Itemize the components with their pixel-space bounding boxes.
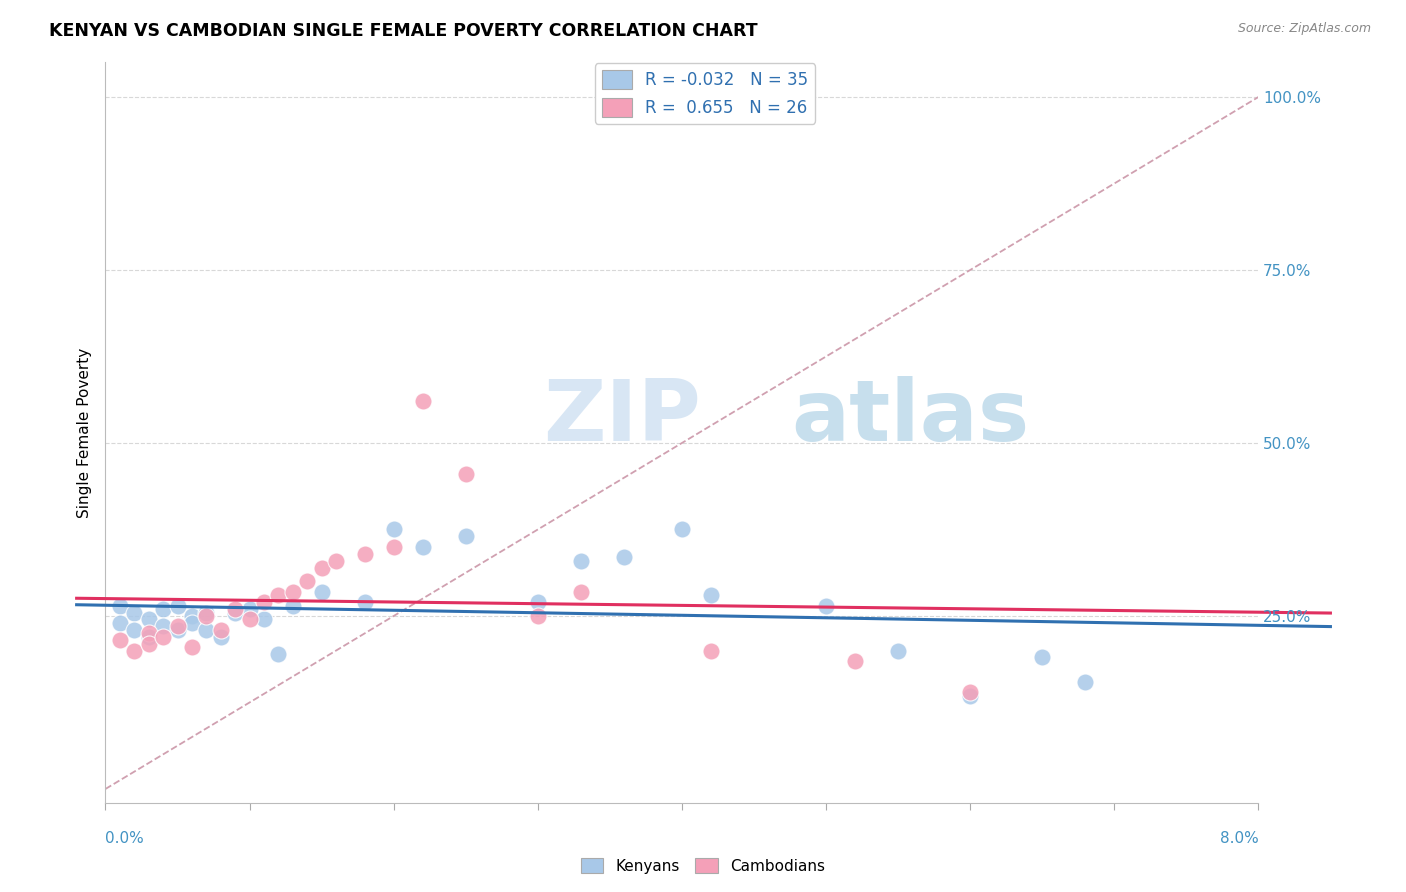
- Point: [108, 599, 131, 613]
- Point: [239, 602, 262, 616]
- Point: [195, 606, 218, 620]
- Point: [108, 615, 131, 630]
- Point: [613, 550, 636, 565]
- Point: [124, 623, 146, 637]
- Point: [267, 647, 290, 661]
- Point: [239, 612, 262, 626]
- Point: [959, 685, 981, 699]
- Text: 8.0%: 8.0%: [1219, 831, 1258, 846]
- Point: [354, 595, 377, 609]
- Point: [412, 540, 434, 554]
- Point: [354, 547, 377, 561]
- Point: [454, 529, 477, 543]
- Point: [181, 615, 204, 630]
- Point: [700, 643, 723, 657]
- Point: [195, 623, 218, 637]
- Point: [152, 602, 174, 616]
- Point: [152, 630, 174, 644]
- Point: [325, 554, 347, 568]
- Point: [253, 612, 276, 626]
- Point: [569, 554, 592, 568]
- Point: [412, 394, 434, 409]
- Point: [382, 540, 405, 554]
- Point: [166, 623, 188, 637]
- Point: [1031, 650, 1053, 665]
- Point: [124, 643, 146, 657]
- Point: [526, 595, 548, 609]
- Point: [224, 602, 246, 616]
- Point: [281, 584, 304, 599]
- Point: [569, 584, 592, 599]
- Point: [454, 467, 477, 482]
- Point: [311, 560, 333, 574]
- Point: [267, 588, 290, 602]
- Y-axis label: Single Female Poverty: Single Female Poverty: [76, 348, 91, 517]
- Point: [382, 523, 405, 537]
- Point: [138, 630, 160, 644]
- Text: ZIP: ZIP: [544, 376, 702, 459]
- Point: [311, 584, 333, 599]
- Point: [181, 609, 204, 624]
- Point: [152, 619, 174, 633]
- Text: 0.0%: 0.0%: [105, 831, 145, 846]
- Legend: R = -0.032   N = 35, R =  0.655   N = 26: R = -0.032 N = 35, R = 0.655 N = 26: [595, 63, 815, 123]
- Legend: Kenyans, Cambodians: Kenyans, Cambodians: [575, 852, 831, 880]
- Text: atlas: atlas: [792, 376, 1029, 459]
- Point: [959, 689, 981, 703]
- Point: [253, 595, 276, 609]
- Point: [209, 630, 232, 644]
- Point: [209, 623, 232, 637]
- Point: [166, 619, 188, 633]
- Point: [195, 609, 218, 624]
- Text: KENYAN VS CAMBODIAN SINGLE FEMALE POVERTY CORRELATION CHART: KENYAN VS CAMBODIAN SINGLE FEMALE POVERT…: [49, 22, 758, 40]
- Point: [224, 606, 246, 620]
- Point: [108, 633, 131, 648]
- Point: [844, 654, 866, 668]
- Text: Source: ZipAtlas.com: Source: ZipAtlas.com: [1237, 22, 1371, 36]
- Point: [297, 574, 319, 589]
- Point: [166, 599, 188, 613]
- Point: [526, 609, 548, 624]
- Point: [815, 599, 838, 613]
- Point: [138, 612, 160, 626]
- Point: [700, 588, 723, 602]
- Point: [1074, 674, 1097, 689]
- Point: [887, 643, 910, 657]
- Point: [138, 637, 160, 651]
- Point: [124, 606, 146, 620]
- Point: [671, 523, 693, 537]
- Point: [138, 626, 160, 640]
- Point: [181, 640, 204, 654]
- Point: [281, 599, 304, 613]
